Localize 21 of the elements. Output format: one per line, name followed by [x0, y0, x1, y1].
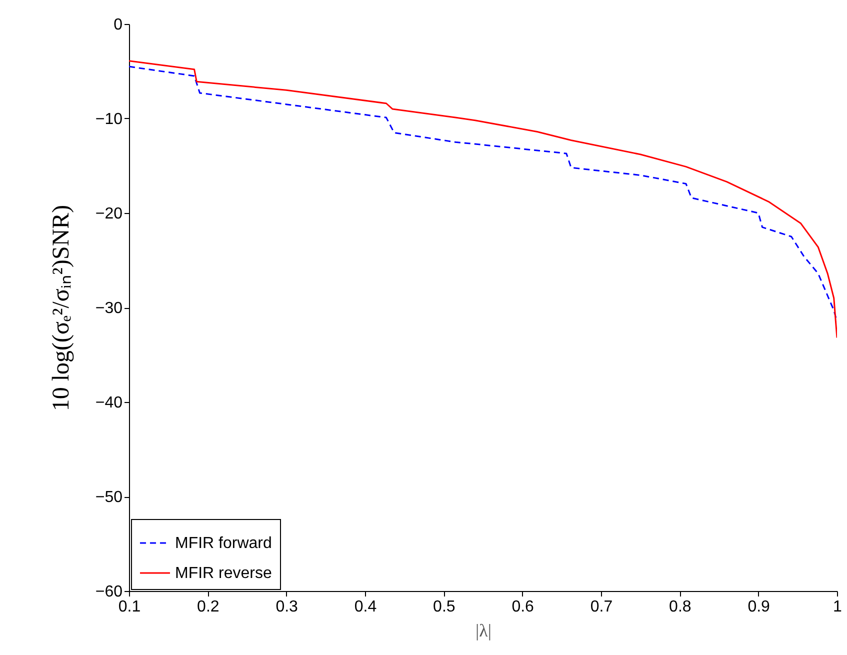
y-tick-label: −60	[95, 584, 123, 600]
x-tick-label: 0.7	[590, 598, 613, 616]
y-tick-label: 0	[114, 16, 123, 34]
y-axis-title: 10 log((σₑ²/σᵢₙ²)SNR)	[48, 204, 74, 412]
legend-label: MFIR forward	[175, 535, 272, 552]
x-tick-label: 0.4	[354, 598, 377, 616]
x-tick-label: 0.9	[748, 598, 770, 616]
x-tick-label: 0.6	[512, 598, 534, 616]
legend-label: MFIR reverse	[175, 565, 272, 582]
x-tick-label: 0.1	[118, 598, 141, 616]
x-tick-label: 0.5	[433, 598, 456, 616]
x-axis-title: |λ|	[476, 620, 492, 640]
x-tick-label: 0.8	[669, 598, 692, 616]
y-tick-label: −20	[95, 206, 123, 222]
x-tick-label: 1	[833, 598, 842, 616]
y-tick-label: −50	[95, 489, 123, 506]
y-tick-label: −30	[95, 300, 123, 317]
y-tick-label: −40	[95, 394, 123, 412]
y-tick-label: −10	[95, 111, 123, 128]
x-tick-label: 0.3	[276, 598, 298, 616]
x-tick-label: 0.2	[197, 598, 220, 616]
